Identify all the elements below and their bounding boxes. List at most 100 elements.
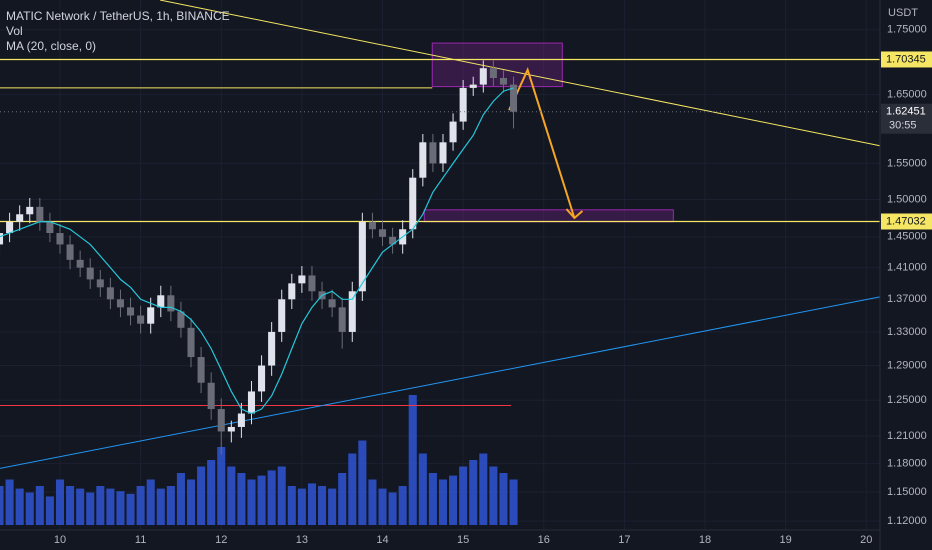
candle-body: [6, 221, 14, 234]
y-tick-label: 1.45000: [887, 231, 927, 243]
y-tick-label: 1.55000: [887, 157, 927, 169]
y-tick-label: 1.29000: [887, 359, 927, 371]
candle-body: [26, 206, 34, 215]
candle-body: [469, 84, 477, 88]
candle-body: [56, 233, 64, 245]
candle-body: [187, 327, 195, 358]
volume-bar: [166, 486, 175, 525]
volume-bar: [499, 473, 508, 525]
drawn-line: [159, 0, 881, 147]
y-tick-label: 1.41000: [887, 262, 927, 274]
arrow-head: [565, 208, 584, 220]
y-tick-label: 1.21000: [887, 430, 927, 442]
candle-body: [459, 87, 467, 122]
x-tick-label: 16: [538, 534, 550, 546]
chart-title: MATIC Network / TetherUS, 1h, BINANCE: [6, 9, 230, 23]
countdown-label: 30:55: [889, 120, 917, 132]
candle-body: [137, 315, 145, 324]
candle-body: [298, 275, 306, 284]
candle-body: [419, 142, 427, 178]
volume-bar: [55, 479, 65, 525]
volume-bar: [25, 492, 34, 525]
currency-label: USDT: [888, 7, 918, 19]
x-tick-label: 11: [135, 534, 146, 546]
candle-body: [429, 142, 437, 164]
y-tick-label: 1.37000: [887, 293, 927, 305]
last-price-bg: [881, 103, 932, 134]
volume-bar: [368, 479, 377, 525]
volume-bar: [86, 492, 95, 525]
candle-body: [76, 259, 84, 268]
y-tick-label: 1.15000: [887, 486, 927, 498]
y-tick-label: 1.18000: [887, 458, 927, 470]
volume-bar: [186, 479, 196, 525]
y-tick-label: 1.33000: [887, 326, 927, 338]
volume-bar: [237, 473, 246, 525]
candle-body: [247, 391, 256, 414]
candle-body: [378, 229, 387, 237]
candle-body: [328, 299, 336, 308]
y-tick-label: 1.50000: [887, 193, 927, 205]
x-tick-label: 13: [296, 534, 308, 546]
volume-bar: [197, 466, 206, 525]
volume-bar: [297, 488, 306, 525]
candle-body: [348, 291, 356, 332]
volume-bar: [418, 453, 427, 525]
candle-body: [258, 365, 266, 392]
price-axis: [880, 0, 932, 550]
ma-line: [0, 87, 514, 415]
candle-body: [499, 78, 507, 85]
volume-bar: [459, 466, 468, 525]
candle-body: [368, 221, 376, 230]
candle-body: [389, 236, 397, 245]
volume-bar: [277, 466, 286, 525]
candle-body: [157, 295, 165, 308]
volume-bar: [479, 453, 488, 525]
candle-body: [217, 409, 225, 432]
grid: [0, 0, 880, 530]
x-tick-label: 20: [860, 534, 872, 546]
volume-bar: [15, 488, 24, 525]
volume-bar: [449, 475, 458, 525]
volume-bar: [116, 491, 125, 525]
ma-legend: MA (20, close, 0): [6, 39, 96, 53]
candle-body: [106, 287, 114, 300]
x-tick-label: 19: [780, 534, 792, 546]
drawn-line: [0, 296, 881, 469]
volume-bar: [106, 488, 115, 525]
volume-bar: [378, 488, 387, 525]
candle-body: [510, 84, 518, 112]
x-tick-label: 18: [699, 534, 711, 546]
volume-bar: [469, 460, 478, 525]
volume-bar: [398, 486, 407, 525]
volume-bar: [489, 466, 498, 525]
x-tick-label: 14: [376, 534, 388, 546]
volume-bar: [45, 496, 54, 525]
volume-bar: [146, 479, 155, 525]
candle-body: [268, 331, 276, 366]
candle-body: [288, 283, 296, 300]
volume-bar: [328, 488, 337, 525]
candle-body: [127, 307, 135, 316]
x-tick-label: 15: [457, 534, 469, 546]
volume-legend: Vol: [6, 24, 23, 38]
volume-bar: [76, 488, 85, 525]
volume-bar: [66, 486, 75, 525]
volume-bar: [287, 486, 296, 525]
zone-box: [431, 42, 563, 88]
candle-body: [308, 275, 316, 292]
volume-bar: [35, 486, 44, 525]
candle-body: [167, 295, 175, 312]
volume-bar: [338, 473, 347, 525]
volume-bar: [428, 473, 437, 525]
candle-body: [66, 244, 74, 260]
zone-box: [423, 209, 674, 223]
volume-bar: [247, 479, 256, 525]
candle-body: [96, 279, 104, 288]
x-tick-label: 10: [54, 534, 66, 546]
candle-body: [338, 307, 346, 332]
volume-bar: [126, 493, 135, 525]
candle-body: [479, 68, 487, 85]
